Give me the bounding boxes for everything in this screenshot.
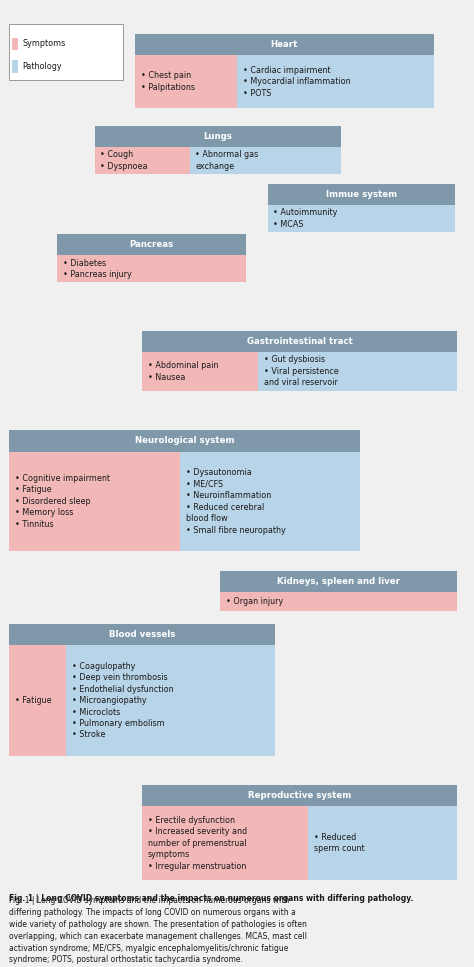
Text: • Abdominal pain
• Nausea: • Abdominal pain • Nausea: [148, 361, 219, 382]
Bar: [135, 34, 434, 55]
Bar: [9, 24, 123, 80]
Bar: [9, 430, 360, 452]
Text: • Fatigue: • Fatigue: [15, 696, 52, 705]
Bar: [220, 592, 457, 611]
Bar: [268, 205, 455, 232]
Bar: [142, 806, 308, 880]
Bar: [12, 60, 18, 73]
Bar: [180, 452, 360, 551]
Bar: [258, 352, 457, 391]
Bar: [12, 38, 18, 50]
Text: Lungs: Lungs: [204, 132, 232, 141]
Text: Blood vessels: Blood vessels: [109, 630, 175, 639]
Text: Symptoms: Symptoms: [22, 40, 65, 48]
Text: Fig. 1 | Long COVID symptoms and the impacts on numerous organs with differing p: Fig. 1 | Long COVID symptoms and the imp…: [9, 894, 414, 903]
Text: • Autoimmunity
• MCAS: • Autoimmunity • MCAS: [273, 208, 338, 229]
Text: • Coagulopathy
• Deep vein thrombosis
• Endothelial dysfunction
• Microangiopath: • Coagulopathy • Deep vein thrombosis • …: [72, 661, 173, 740]
Bar: [135, 55, 237, 108]
Bar: [9, 645, 66, 756]
Text: • Reduced
sperm count: • Reduced sperm count: [314, 833, 365, 854]
Bar: [57, 234, 246, 255]
Text: • Organ injury: • Organ injury: [226, 597, 283, 606]
Text: • Gut dysbiosis
• Viral persistence
and viral reservoir: • Gut dysbiosis • Viral persistence and …: [264, 356, 339, 387]
Text: Fig. 1 | Long COVID symptoms and the impacts on numerous organs with
differing p: Fig. 1 | Long COVID symptoms and the imp…: [9, 896, 308, 964]
Bar: [9, 624, 275, 645]
Text: • Diabetes
• Pancreas injury: • Diabetes • Pancreas injury: [63, 258, 131, 279]
Text: Reproductive system: Reproductive system: [248, 791, 351, 801]
Text: • Cough
• Dyspnoea: • Cough • Dyspnoea: [100, 150, 148, 171]
Bar: [57, 255, 246, 282]
Bar: [142, 352, 258, 391]
Bar: [268, 184, 455, 205]
Text: • Cognitive impairment
• Fatigue
• Disordered sleep
• Memory loss
• Tinnitus: • Cognitive impairment • Fatigue • Disor…: [15, 474, 110, 529]
Bar: [95, 126, 341, 147]
Bar: [142, 785, 457, 806]
Text: Neurological system: Neurological system: [135, 436, 235, 446]
Text: • Dysautonomia
• ME/CFS
• Neuroinflammation
• Reduced cerebral
blood flow
• Smal: • Dysautonomia • ME/CFS • Neuroinflammat…: [186, 468, 285, 535]
Bar: [220, 571, 457, 592]
Text: Gastrointestinal tract: Gastrointestinal tract: [247, 337, 353, 346]
Text: • Chest pain
• Palpitations: • Chest pain • Palpitations: [141, 72, 195, 92]
Text: Immue system: Immue system: [326, 190, 397, 199]
Text: • Cardiac impairment
• Myocardial inflammation
• POTS: • Cardiac impairment • Myocardial inflam…: [243, 66, 350, 98]
Text: Pancreas: Pancreas: [129, 240, 174, 249]
Bar: [308, 806, 457, 880]
Bar: [142, 331, 457, 352]
Text: • Abnormal gas
exchange: • Abnormal gas exchange: [195, 150, 258, 171]
Text: Kidneys, spleen and liver: Kidneys, spleen and liver: [277, 576, 401, 586]
Bar: [190, 147, 341, 174]
Bar: [95, 147, 190, 174]
Bar: [9, 452, 180, 551]
Bar: [66, 645, 275, 756]
Text: • Erectile dysfunction
• Increased severity and
number of premenstrual
symptoms
: • Erectile dysfunction • Increased sever…: [148, 816, 247, 870]
Bar: [237, 55, 434, 108]
Text: Heart: Heart: [271, 40, 298, 49]
Text: Pathology: Pathology: [22, 62, 62, 71]
